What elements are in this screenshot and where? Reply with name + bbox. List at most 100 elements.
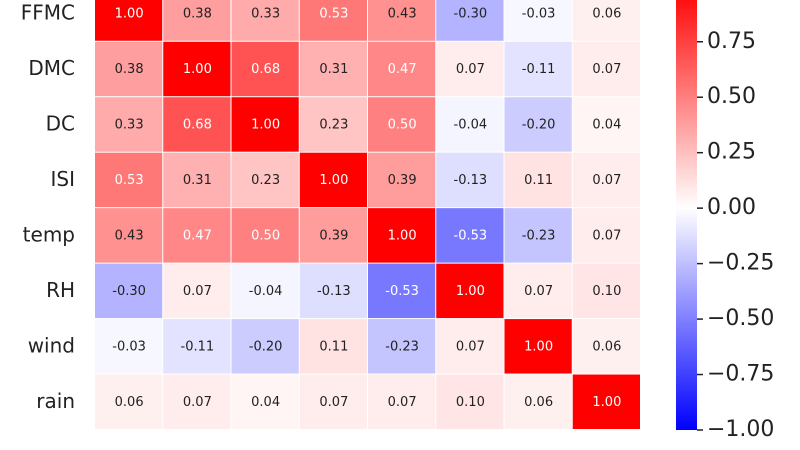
heatmap-cell xyxy=(95,263,163,319)
heatmap-cell xyxy=(572,374,640,429)
heatmap-cell xyxy=(504,208,572,263)
heatmap-cell xyxy=(368,41,436,97)
heatmap-cell xyxy=(163,208,231,263)
cell-label: 1.00 xyxy=(388,228,417,243)
colorbar-tick-label: −1.00 xyxy=(707,417,774,442)
heatmap-cell xyxy=(299,319,367,374)
heatmap-cell xyxy=(436,97,504,152)
cell-label: 0.50 xyxy=(251,228,280,243)
cell-label: 0.38 xyxy=(115,62,144,77)
cell-label: 0.07 xyxy=(319,395,348,410)
heatmap-cell xyxy=(95,374,163,429)
cell-label: -0.03 xyxy=(522,7,556,22)
cell-label: 0.43 xyxy=(115,228,144,243)
heatmap-cell xyxy=(95,97,163,152)
cell-label: 1.00 xyxy=(524,339,553,354)
cell-label: 0.50 xyxy=(388,117,417,132)
cell-label: -0.11 xyxy=(522,62,556,77)
heatmap-cell xyxy=(95,0,163,41)
cell-label: -0.23 xyxy=(522,228,556,243)
heatmap-cell xyxy=(572,208,640,263)
heatmap-cell xyxy=(504,152,572,208)
cell-label: -0.20 xyxy=(522,117,556,132)
heatmap-cell xyxy=(299,152,367,208)
cell-label: 0.06 xyxy=(592,7,621,22)
cell-label: 0.07 xyxy=(592,62,621,77)
cell-label: -0.53 xyxy=(454,228,488,243)
cell-label: 0.07 xyxy=(524,284,553,299)
heatmap-cell xyxy=(299,263,367,319)
y-tick-label: DMC xyxy=(28,56,75,80)
cell-label: 0.33 xyxy=(251,7,280,22)
cell-label: 0.53 xyxy=(115,173,144,188)
y-tick-label: rain xyxy=(36,389,75,413)
heatmap-cell xyxy=(504,263,572,319)
colorbar-tick-label: 0.75 xyxy=(707,29,756,54)
heatmap-cell xyxy=(163,97,231,152)
heatmap-cell xyxy=(231,319,299,374)
heatmap-cell xyxy=(163,263,231,319)
heatmap-cell xyxy=(436,374,504,429)
cell-label: 0.07 xyxy=(388,395,417,410)
y-tick-label: FFMC xyxy=(21,1,75,25)
cell-label: 1.00 xyxy=(592,395,621,410)
cell-label: 1.00 xyxy=(456,284,485,299)
cell-label: -0.20 xyxy=(249,339,283,354)
heatmap-cell xyxy=(299,0,367,41)
heatmap-cell xyxy=(299,208,367,263)
heatmap-cell xyxy=(504,41,572,97)
cell-label: -0.11 xyxy=(181,339,215,354)
heatmap-cell xyxy=(368,319,436,374)
heatmap-cell xyxy=(436,319,504,374)
cell-label: -0.03 xyxy=(112,339,146,354)
heatmap-cell xyxy=(299,97,367,152)
heatmap-cell xyxy=(231,208,299,263)
heatmap-cell xyxy=(504,319,572,374)
cell-label: 0.06 xyxy=(592,339,621,354)
cell-label: 0.06 xyxy=(524,395,553,410)
cell-label: -0.30 xyxy=(112,284,146,299)
cell-label: 0.23 xyxy=(251,173,280,188)
cell-label: -0.30 xyxy=(454,7,488,22)
heatmap-cell xyxy=(368,97,436,152)
cell-label: 0.07 xyxy=(592,173,621,188)
y-tick-label: RH xyxy=(46,278,75,302)
y-tick-label: DC xyxy=(46,111,75,135)
y-tick-label: wind xyxy=(28,333,75,357)
heatmap-cell xyxy=(163,41,231,97)
cell-label: 0.43 xyxy=(388,7,417,22)
heatmap-cell xyxy=(368,0,436,41)
cell-label: 0.07 xyxy=(456,62,485,77)
heatmap-cell xyxy=(368,208,436,263)
cell-label: 0.06 xyxy=(115,395,144,410)
heatmap-cell xyxy=(299,374,367,429)
colorbar-tick-label: −0.75 xyxy=(707,362,774,387)
heatmap-cell xyxy=(572,41,640,97)
cell-label: 0.68 xyxy=(183,117,212,132)
heatmap-cell xyxy=(436,0,504,41)
cell-label: 0.39 xyxy=(319,228,348,243)
cell-label: 1.00 xyxy=(319,173,348,188)
heatmap-cell xyxy=(572,319,640,374)
heatmap-cell xyxy=(299,41,367,97)
heatmap-cell xyxy=(231,152,299,208)
heatmap-cell xyxy=(572,152,640,208)
cell-label: 0.33 xyxy=(115,117,144,132)
cell-label: -0.13 xyxy=(317,284,351,299)
cell-label: 1.00 xyxy=(115,7,144,22)
heatmap-cell xyxy=(163,374,231,429)
colorbar-tick-label: 0.25 xyxy=(707,140,756,165)
cell-label: -0.04 xyxy=(249,284,283,299)
cell-label: 0.07 xyxy=(183,284,212,299)
heatmap-cell xyxy=(436,263,504,319)
cell-label: 0.38 xyxy=(183,7,212,22)
heatmap-cell xyxy=(95,208,163,263)
cell-label: 0.04 xyxy=(592,117,621,132)
cell-label: 0.31 xyxy=(183,173,212,188)
cell-label: -0.13 xyxy=(454,173,488,188)
cell-label: 0.11 xyxy=(524,173,553,188)
cell-label: 1.00 xyxy=(251,117,280,132)
heatmap-cell xyxy=(368,263,436,319)
cell-label: 0.23 xyxy=(319,117,348,132)
